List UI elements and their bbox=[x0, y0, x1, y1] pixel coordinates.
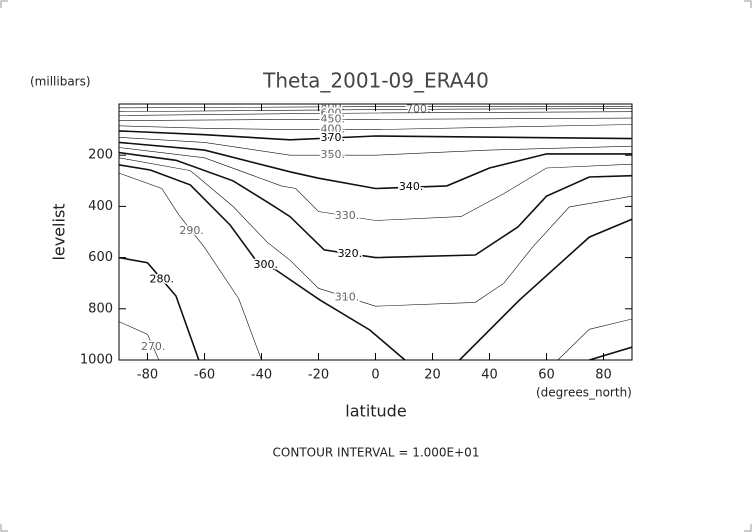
contour-label: 310. bbox=[335, 290, 360, 303]
y-tick-label: 400 bbox=[88, 199, 113, 214]
y-tick-label: 200 bbox=[88, 148, 113, 163]
y-tick-label: 800 bbox=[88, 301, 113, 316]
contour-line bbox=[119, 172, 632, 360]
contour-label: 800. bbox=[321, 100, 346, 113]
y-tick-label: 600 bbox=[88, 250, 113, 265]
contour-label: 450. bbox=[321, 112, 346, 125]
contour-label: 330. bbox=[335, 209, 360, 222]
contour-line bbox=[119, 157, 632, 307]
contour-label: 280. bbox=[150, 272, 175, 285]
contour-line bbox=[119, 117, 632, 121]
contour-level: 310. bbox=[119, 157, 632, 307]
x-tick-label: -40 bbox=[251, 368, 272, 383]
x-tick-label: 0 bbox=[371, 368, 379, 383]
contour-label: 340. bbox=[399, 180, 424, 193]
footnote: CONTOUR INTERVAL = 1.000E+01 bbox=[273, 446, 480, 460]
contour-level: 400. bbox=[119, 121, 632, 137]
contours: 800. 700. 600.450.400.370. 350. 340. 330. 320.… bbox=[119, 100, 632, 360]
contour-label: 370. bbox=[321, 131, 346, 144]
contour-level: 600. bbox=[119, 105, 632, 121]
contour-level: 300. bbox=[119, 164, 632, 360]
contour-level: 280. bbox=[119, 256, 632, 360]
contour-label: 400. bbox=[321, 123, 346, 136]
y-units: (millibars) bbox=[30, 75, 91, 89]
chart-title: Theta_2001-09_ERA40 bbox=[262, 69, 489, 93]
contour-line bbox=[119, 141, 632, 190]
x-tick-label: 20 bbox=[424, 368, 441, 383]
contour-label: 600. bbox=[321, 106, 346, 119]
contour-line bbox=[119, 137, 632, 156]
x-tick-label: 40 bbox=[481, 368, 498, 383]
contour-label: 700. bbox=[406, 102, 431, 115]
contour-line bbox=[119, 151, 632, 259]
x-tick-label: 80 bbox=[595, 368, 612, 383]
contour-level: 370. bbox=[119, 129, 632, 145]
x-axis-label: latitude bbox=[345, 402, 406, 421]
contour-level: 290. bbox=[119, 172, 632, 360]
contour-level: 270. bbox=[119, 321, 167, 360]
contour-line bbox=[119, 130, 632, 141]
contour-line bbox=[119, 124, 632, 130]
contour-line bbox=[119, 321, 160, 360]
contour-label: 320. bbox=[338, 247, 363, 260]
y-axis-label: levelist bbox=[50, 203, 69, 260]
contour-line bbox=[119, 164, 632, 360]
contour-level: 450. bbox=[119, 111, 632, 127]
contour-line bbox=[119, 111, 632, 116]
x-units: (degrees_north) bbox=[536, 386, 632, 400]
x-tick-label: 60 bbox=[538, 368, 555, 383]
plot: 800. 700. 600.450.400.370. 350. 340. 330. 320.… bbox=[119, 100, 632, 360]
contour-level: 350. bbox=[119, 137, 632, 163]
x-tick-label: -80 bbox=[137, 368, 158, 383]
contour-level: 330. bbox=[119, 147, 632, 224]
contour-label: 290. bbox=[179, 224, 204, 237]
contour-line bbox=[119, 147, 632, 221]
contour-label: 350. bbox=[321, 148, 346, 161]
contour-label: 270. bbox=[141, 340, 166, 353]
y-tick-label: 1000 bbox=[80, 353, 113, 368]
contour-line bbox=[119, 256, 632, 360]
contour-level: 320. bbox=[119, 151, 632, 261]
contour-level: 340. bbox=[119, 141, 632, 195]
x-tick-label: -20 bbox=[308, 368, 329, 383]
contour-label: 300. bbox=[254, 258, 279, 271]
x-tick-label: -60 bbox=[194, 368, 215, 383]
